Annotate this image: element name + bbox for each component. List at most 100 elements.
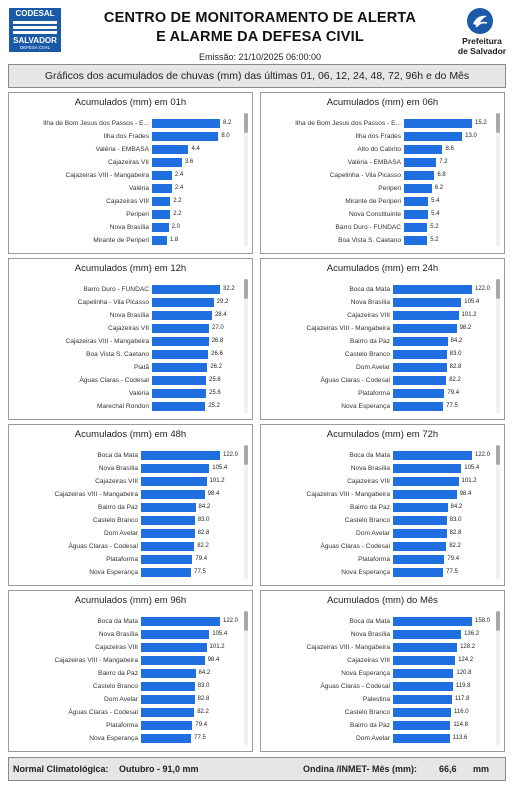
station-label: Plataforma [358, 556, 390, 563]
scrollbar-thumb[interactable] [496, 279, 500, 299]
rain-bar [393, 708, 451, 717]
chart-title: Acumulados (mm) do Mês [327, 595, 438, 606]
rain-bar [152, 389, 207, 398]
rain-bar [393, 734, 450, 743]
rain-bar [404, 184, 432, 193]
station-label: Cajazeiras VIII [347, 312, 390, 319]
scrollbar-track[interactable] [496, 113, 500, 247]
rain-value-label: 26.6 [211, 351, 223, 357]
chart-title: Acumulados (mm) em 48h [74, 429, 187, 440]
rain-bar [141, 451, 220, 460]
scrollbar-thumb[interactable] [244, 445, 248, 465]
station-label: Dom Avelar [356, 530, 390, 537]
station-label: Cajazeiras VII [107, 325, 149, 332]
rain-bar [141, 695, 195, 704]
station-label: Dom Avelar [356, 364, 390, 371]
station-label: Palestina [362, 696, 390, 703]
chart-title: Acumulados (mm) em 24h [326, 263, 439, 274]
normal-climatologica-label: Normal Climatológica: [13, 764, 109, 774]
chart-row: Bairro da Paz 114.8 [261, 719, 504, 732]
rain-value-label: 105.4 [212, 631, 228, 637]
station-label: Dom Avelar [356, 735, 390, 742]
rain-bar [152, 223, 169, 232]
station-label: Ilha dos Frades [103, 133, 149, 140]
scrollbar-thumb[interactable] [496, 445, 500, 465]
rain-bar [393, 337, 448, 346]
rain-bar [393, 516, 447, 525]
rain-value-label: 84.2 [450, 338, 463, 344]
chart-panel: Acumulados (mm) em 24h Boca da Mata 122.0 N… [260, 258, 505, 420]
scrollbar-thumb[interactable] [496, 611, 500, 631]
rain-value-label: 122.0 [475, 452, 491, 458]
chart-panel: Acumulados (mm) em 06h Ilha de Bom Jesus … [260, 92, 505, 254]
station-label: Periperi [126, 211, 149, 218]
rain-value-label: 101.2 [209, 644, 225, 650]
scrollbar-thumb[interactable] [244, 611, 248, 631]
chart-row: Cajazeiras VIII 101.2 [261, 475, 504, 488]
chart-panel: Acumulados (mm) em 12h Barro Duro - FUNDA… [8, 258, 253, 420]
chart-row: Plataforma 79.4 [9, 719, 252, 732]
rain-value-label: 83.0 [449, 351, 462, 357]
station-label: Nova Brasília [98, 465, 138, 472]
rain-value-label: 6.8 [437, 172, 446, 178]
rain-bar [141, 721, 193, 730]
rain-value-label: 119.8 [455, 683, 471, 689]
rain-value-label: 101.2 [209, 478, 225, 484]
rain-value-label: 122.0 [223, 618, 239, 624]
station-label: Cajazeiras VIII [95, 644, 138, 651]
station-label: Bairro da Paz [350, 504, 390, 511]
chart-row: Boa Vista S. Caetano 5.2 [261, 234, 504, 247]
rain-value-label: 82.8 [197, 530, 210, 536]
rain-value-label: 6.2 [434, 185, 444, 191]
rain-bar [393, 617, 472, 626]
chart-row: Nova Esperança 77.5 [9, 732, 252, 745]
codesal-logo: CODESAL SALVADOR DEFESA CIVIL [9, 8, 61, 52]
rain-value-label: 2.4 [174, 185, 184, 191]
rain-value-label: 4.4 [191, 146, 200, 152]
scrollbar-thumb[interactable] [496, 113, 500, 133]
prefeitura-logo-line2: de Salvador [457, 46, 507, 56]
chart-row: Boa Vista S. Caetano 26.6 [9, 348, 252, 361]
scrollbar-track[interactable] [496, 445, 500, 579]
rain-bar [141, 503, 196, 512]
rain-value-label: 82.8 [449, 530, 462, 536]
scrollbar-track[interactable] [244, 113, 248, 247]
rain-bar [404, 119, 472, 128]
rain-value-label: 5.4 [431, 198, 440, 204]
scrollbar-track[interactable] [496, 611, 500, 745]
chart-row: Barro Duro - FUNDAC 5.2 [261, 221, 504, 234]
scrollbar-track[interactable] [244, 445, 248, 579]
rain-bar [152, 285, 220, 294]
scrollbar-track[interactable] [244, 279, 248, 413]
chart-panel: Acumulados (mm) em 48h Boca da Mata 122.0 N… [8, 424, 253, 586]
station-label: Marechal Rondon [96, 403, 149, 410]
rain-value-label: 82.8 [197, 696, 210, 702]
chart-row: Cajazeiras VIII 124.2 [261, 654, 504, 667]
rain-value-label: 8.2 [223, 120, 232, 126]
station-label: Valéria [128, 185, 149, 192]
station-label: Águas Claras - Codesal [68, 543, 138, 550]
scrollbar-track[interactable] [496, 279, 500, 413]
chart-row: Barro Duro - FUNDAC 32.2 [9, 283, 252, 296]
rain-bar [393, 477, 459, 486]
chart-row: Cajazeiras VII 3.6 [9, 156, 252, 169]
rain-bar [152, 337, 209, 346]
chart-row: Cajazeiras VIII 101.2 [9, 475, 252, 488]
station-label: Bairro da Paz [98, 670, 138, 677]
scrollbar-thumb[interactable] [244, 279, 248, 299]
chart-panel: Acumulados (mm) em 72h Boca da Mata 122.0 N… [260, 424, 505, 586]
rain-value-label: 84.2 [198, 670, 211, 676]
station-label: Mirante de Periperi [93, 237, 149, 244]
rain-bar [393, 402, 444, 411]
rain-value-label: 26.8 [211, 338, 224, 344]
rain-value-label: 25.6 [209, 390, 221, 396]
footer-bar: Normal Climatológica: Outubro - 91,0 mm … [8, 757, 506, 781]
chart-row: Valéria 2.4 [9, 182, 252, 195]
station-label: Capelinha - Vila Picasso [329, 172, 401, 179]
scrollbar-thumb[interactable] [244, 113, 248, 133]
scrollbar-track[interactable] [244, 611, 248, 745]
chart-row: Castelo Branco 116.0 [261, 706, 504, 719]
chart-row: Dom Avelar 82.8 [9, 527, 252, 540]
rain-value-label: 82.2 [449, 377, 461, 383]
chart-row: Nova Brasília 2.0 [9, 221, 252, 234]
